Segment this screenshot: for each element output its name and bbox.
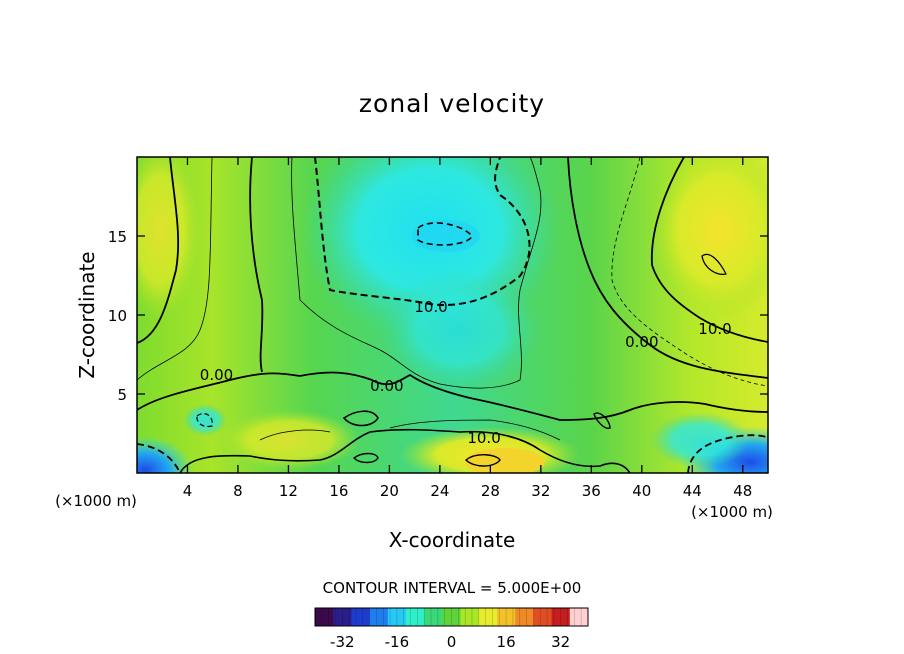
contour-ten-core xyxy=(417,222,473,246)
y-tick-label: 15 xyxy=(108,228,127,246)
x-unit-label: (×1000 m) xyxy=(55,492,137,510)
x-tick-label: 44 xyxy=(683,482,702,500)
colorbar-swatch xyxy=(478,608,498,626)
colorbar-ticks: -32 -16 0 16 32 xyxy=(330,633,570,651)
colorbar-swatch xyxy=(442,608,462,626)
colorbar-tick-label: 0 xyxy=(447,633,457,651)
field-bottomright-cyan xyxy=(650,412,750,468)
colorbar-swatch xyxy=(333,608,352,626)
contour-zero-left xyxy=(137,157,180,344)
x-axis: 4 8 12 16 20 24 28 32 36 40 44 48 xyxy=(183,157,752,500)
colorbar-swatch xyxy=(351,608,371,626)
contour-label: 0.00 xyxy=(625,333,658,351)
colorbar-tick-label: -32 xyxy=(330,633,355,651)
contour-zero-band xyxy=(137,371,768,421)
field-lowerleft-yellow xyxy=(220,410,360,470)
contour-small-4 xyxy=(593,412,611,429)
contour-lines xyxy=(137,157,768,473)
colorbar-swatch xyxy=(497,608,516,626)
contour-small-2 xyxy=(352,452,379,464)
y-axis: 5 10 15 xyxy=(108,228,768,404)
contour-labels: 0.00 0.00 0.00 10.0 10.0 10.0 xyxy=(200,298,732,447)
contour-label: 10.0 xyxy=(698,320,731,338)
contour-small-5 xyxy=(701,253,727,275)
contour-label: 10.0 xyxy=(467,429,500,447)
x-tick-label: 24 xyxy=(430,482,449,500)
contour-small-3 xyxy=(464,454,501,467)
chart-title: zonal velocity xyxy=(359,89,545,118)
heatmap-field: 0.00 0.00 0.00 10.0 10.0 10.0 xyxy=(137,157,768,473)
contour-bottom-dashed-right xyxy=(687,434,768,473)
colorbar-tick-label: 16 xyxy=(497,633,516,651)
contour-zero-vertical xyxy=(249,157,264,373)
field-bottomleft-blue xyxy=(137,436,193,473)
contour-small-6 xyxy=(196,413,213,428)
colorbar-frame xyxy=(314,607,589,627)
x-axis-label: X-coordinate xyxy=(389,528,516,552)
x-tick-label: 4 xyxy=(183,482,193,500)
colorbar xyxy=(314,607,589,627)
y-axis-label: Z-coordinate xyxy=(75,251,99,378)
x-tick-label: 40 xyxy=(632,482,651,500)
x-tick-label: 20 xyxy=(380,482,399,500)
y-tick-label: 10 xyxy=(108,307,127,325)
x-tick-label: 28 xyxy=(481,482,500,500)
contour-bottom-band xyxy=(179,428,631,473)
x-tick-label: 12 xyxy=(279,482,298,500)
contour-small-1 xyxy=(342,410,379,427)
contour-label: 10.0 xyxy=(414,298,447,316)
colorbar-swatch xyxy=(460,608,480,626)
x-tick-label: 48 xyxy=(733,482,752,500)
contour-thin-bottom-2 xyxy=(259,419,561,441)
contour-thin-right xyxy=(611,157,768,387)
field-left-cyan-patch xyxy=(183,404,227,436)
colorbar-swatch xyxy=(515,608,534,626)
x-tick-label: 36 xyxy=(582,482,601,500)
x-tick-label: 8 xyxy=(233,482,243,500)
x-tick-label: 32 xyxy=(531,482,550,500)
colorbar-tick-label: -16 xyxy=(385,633,410,651)
contour-thin-left xyxy=(137,157,213,381)
colorbar-swatch xyxy=(569,608,589,626)
contour-thin-mid xyxy=(291,157,542,389)
colorbar-swatch xyxy=(406,608,425,626)
contour-label: 0.00 xyxy=(370,377,403,395)
contour-zero-right xyxy=(567,157,768,379)
contour-ten-right xyxy=(650,157,768,343)
field-left-yellow xyxy=(137,157,200,320)
colorbar-swatch xyxy=(369,608,389,626)
colorbar-swatch xyxy=(315,608,334,626)
contour-label: 0.00 xyxy=(200,366,233,384)
colorbar-tick-label: 32 xyxy=(551,633,570,651)
contour-ten-dashed xyxy=(314,157,531,306)
colorbar-swatch xyxy=(424,608,443,626)
field-bottom-yellow-core xyxy=(465,448,545,473)
x-tick-label: 16 xyxy=(329,482,348,500)
field-right-yellow xyxy=(650,157,768,320)
colorbar-swatch xyxy=(551,608,571,626)
contour-interval-text: CONTOUR INTERVAL = 5.000E+00 xyxy=(323,579,582,597)
y-tick-label: 5 xyxy=(117,386,127,404)
colorbar-swatch xyxy=(533,608,553,626)
contour-bottom-dashed-left xyxy=(137,443,181,473)
colorbar-swatch xyxy=(387,608,407,626)
x-unit-label-right: (×1000 m) xyxy=(691,503,773,521)
field-mid-cyan xyxy=(380,270,540,390)
